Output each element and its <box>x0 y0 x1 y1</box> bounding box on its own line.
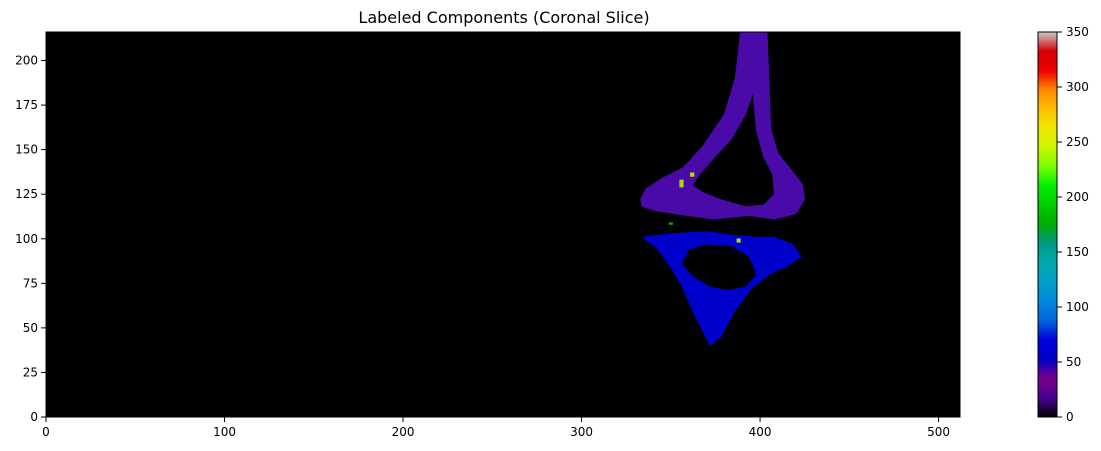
y-tick-label: 50 <box>23 321 38 335</box>
x-tick-label: 500 <box>927 425 950 439</box>
colorbar-gradient <box>1037 31 1058 418</box>
y-tick-label: 75 <box>23 276 38 290</box>
colorbar-tick-label: 300 <box>1066 80 1089 94</box>
x-tick-label: 100 <box>213 425 236 439</box>
y-axis: 0 25 50 75 100 125 150 175 200 <box>15 54 46 424</box>
x-tick-label: 400 <box>749 425 772 439</box>
y-tick-label: 25 <box>23 365 38 379</box>
colorbar-tick-label: 0 <box>1066 410 1074 424</box>
x-axis: 0 100 200 300 400 500 <box>42 417 950 439</box>
colorbar-tick-label: 150 <box>1066 245 1089 259</box>
plot-frame <box>45 31 961 418</box>
y-tick-label: 125 <box>15 187 38 201</box>
y-tick-label: 150 <box>15 143 38 157</box>
component-58 <box>641 231 802 347</box>
colorbar-tick-label: 200 <box>1066 190 1089 204</box>
component-29 <box>640 31 806 220</box>
component-240 <box>690 172 695 177</box>
colorbar-tick-label: 250 <box>1066 135 1089 149</box>
x-tick-label: 0 <box>42 425 50 439</box>
y-tick-label: 200 <box>15 54 38 68</box>
colorbar-axis: 0 50 100 150 200 250 300 350 <box>1057 25 1089 424</box>
colorbar-tick-label: 350 <box>1066 25 1089 39</box>
components-layer <box>640 31 806 347</box>
x-tick-label: 200 <box>392 425 415 439</box>
y-tick-label: 100 <box>15 232 38 246</box>
image-area <box>46 32 960 417</box>
component-225 <box>679 179 684 188</box>
y-tick-label: 0 <box>30 410 38 424</box>
chart-title: Labeled Components (Coronal Slice) <box>358 8 649 27</box>
y-tick-label: 175 <box>15 98 38 112</box>
colorbar-tick-label: 50 <box>1066 355 1081 369</box>
colorbar-tick-label: 100 <box>1066 300 1089 314</box>
component-180 <box>668 222 673 225</box>
x-tick-label: 300 <box>570 425 593 439</box>
component-230 <box>736 238 741 243</box>
colorbar: 0 50 100 150 200 250 300 350 <box>1037 25 1089 424</box>
